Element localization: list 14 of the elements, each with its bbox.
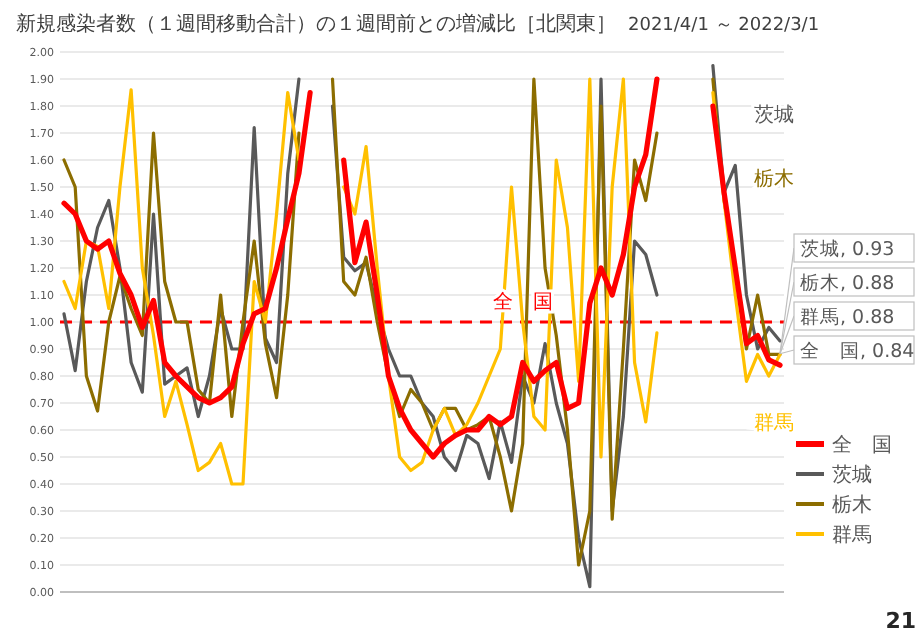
- chart-subtitle: 2021/4/1 ～ 2022/3/1: [628, 16, 820, 36]
- legend-label: 全 国: [832, 433, 892, 457]
- legend-label: 群馬: [832, 523, 872, 547]
- text: 栃木, 0.88: [800, 270, 895, 295]
- text: 栃木: [753, 168, 794, 191]
- text: 全 国, 0.84: [800, 338, 915, 363]
- text: 21: [885, 608, 916, 634]
- text: 群馬, 0.88: [800, 304, 895, 329]
- text: 茨城: [753, 105, 794, 128]
- chart-title: 新規感染者数（１週間移動合計）の１週間前との増減比［北関東］: [16, 14, 616, 36]
- text: 群馬: [753, 413, 794, 436]
- legend-label: 栃木: [832, 493, 872, 517]
- text: 茨城, 0.93: [800, 236, 895, 261]
- legend-label: 茨城: [832, 463, 872, 487]
